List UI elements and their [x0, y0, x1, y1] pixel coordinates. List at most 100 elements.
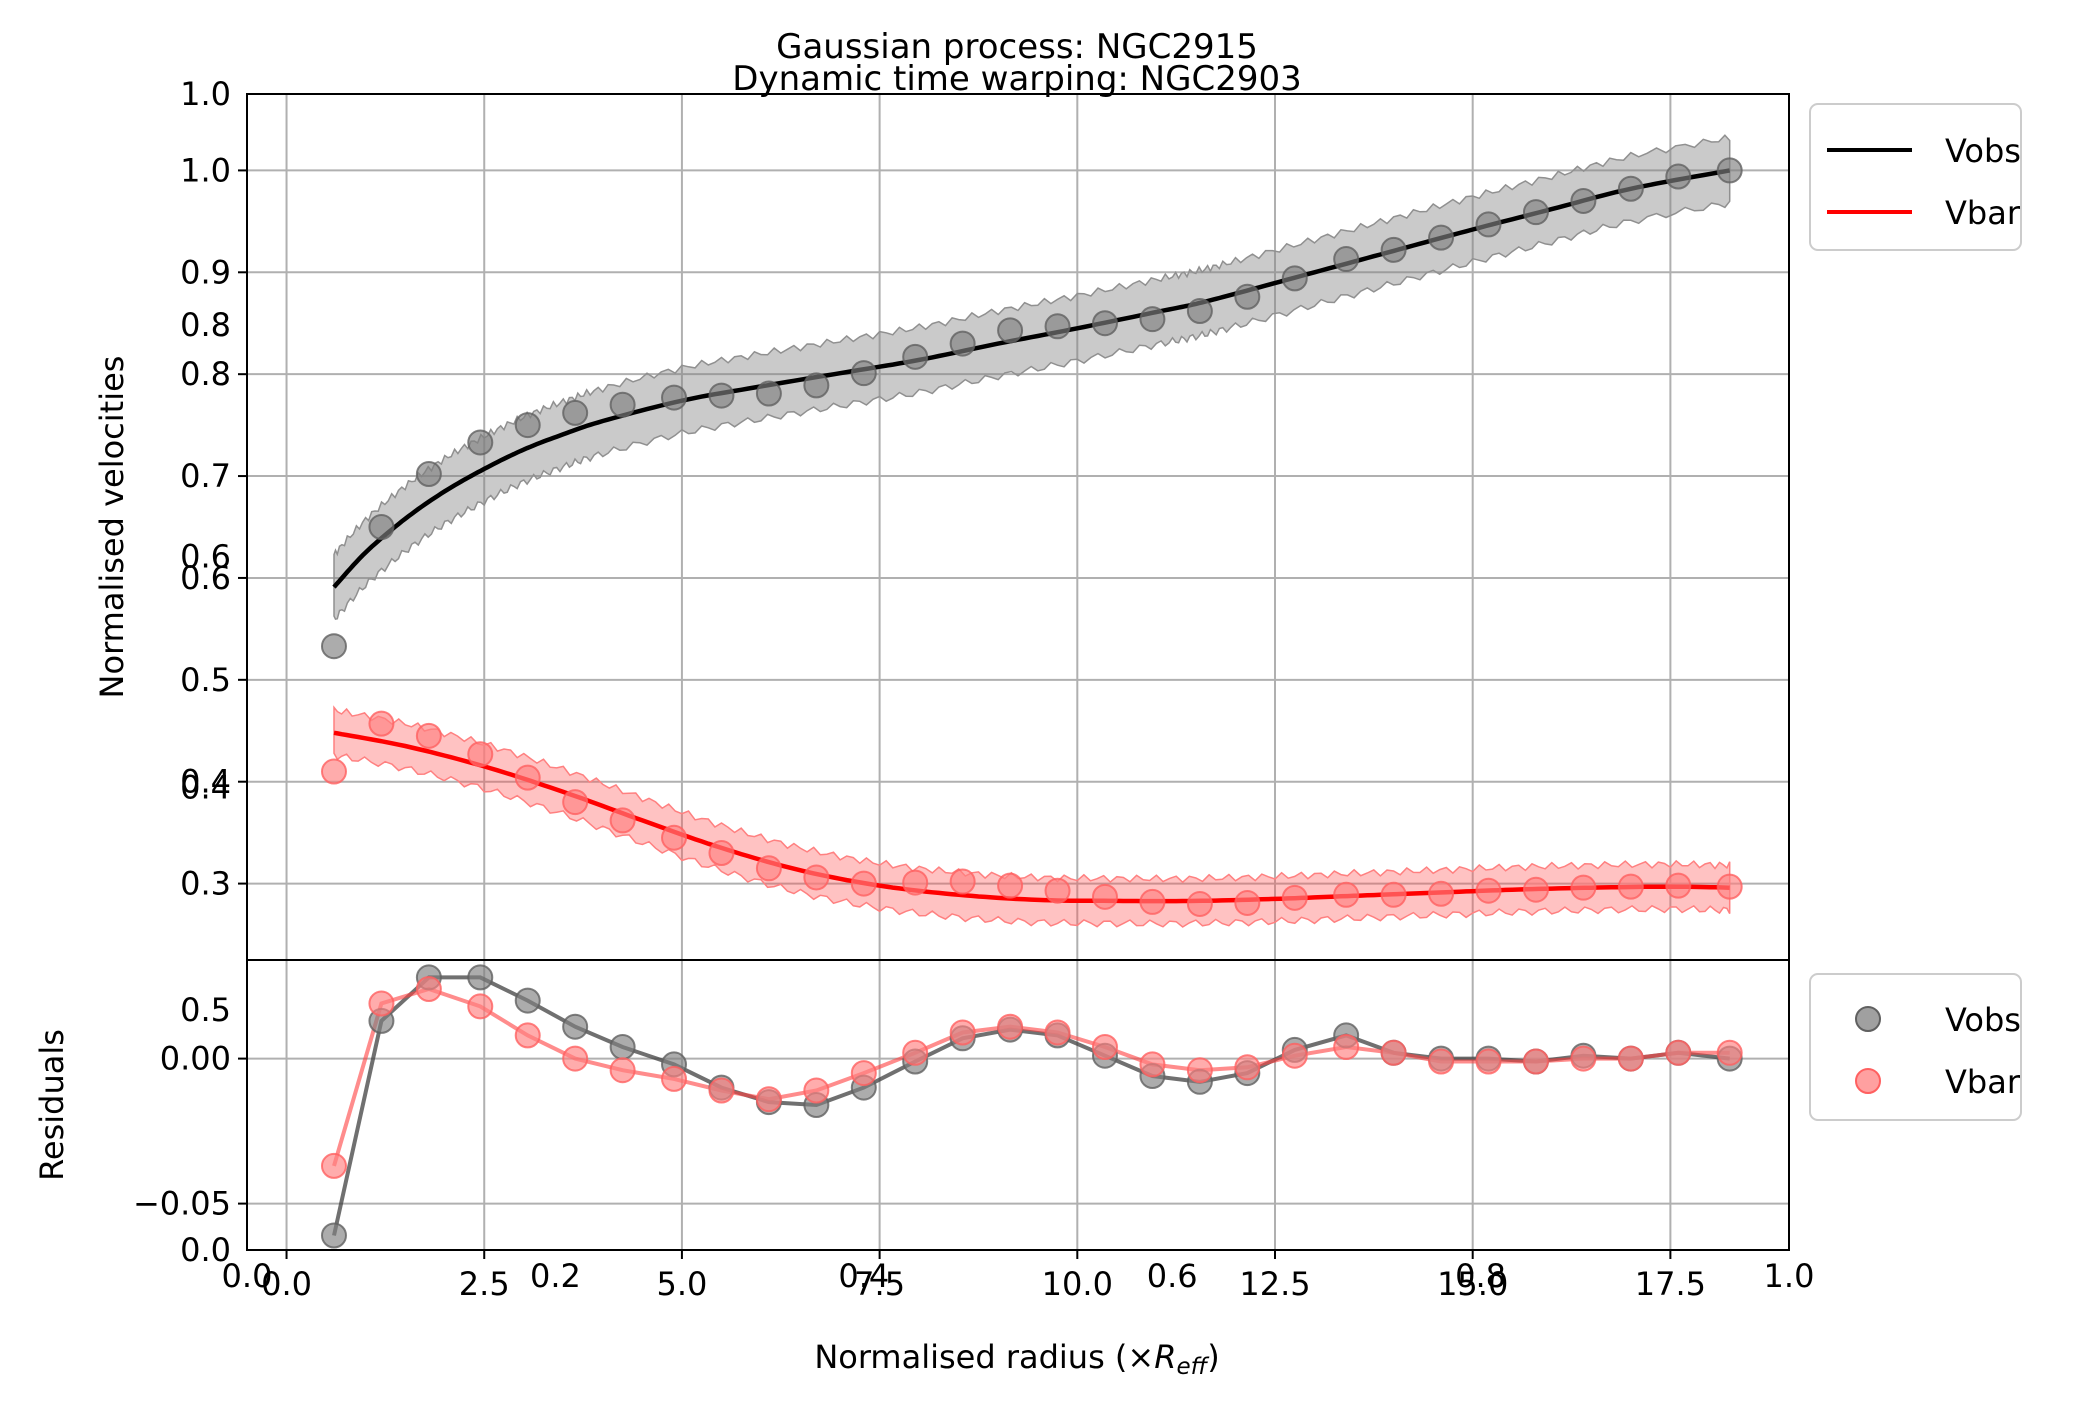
- ghost-top-y-tick-label-1: 0.6: [180, 537, 231, 575]
- vobs-residual-point-0: [320, 1222, 347, 1249]
- top-y-tick-label-7: 1.0: [180, 151, 231, 189]
- vobs-point-24: [1475, 211, 1502, 238]
- ghost-top-y-tick-label-3: 1.0: [180, 75, 231, 113]
- top-y-tick-label-2: 0.5: [180, 661, 231, 699]
- vbar-residual-point-3: [467, 993, 494, 1020]
- title-dtw: Dynamic time warping: NGC2903: [732, 59, 1301, 99]
- vbar-point-8: [708, 840, 735, 867]
- vbar-residual-point-16: [1091, 1034, 1118, 1060]
- vbar-residual-point-7: [661, 1065, 688, 1092]
- ghost-bottom-y-tick-label-0: 0.0: [180, 1231, 231, 1269]
- vobs-point-22: [1380, 236, 1407, 263]
- bottom-ghost-y-ticks: 0.0 0.5: [180, 991, 231, 1269]
- vbar-point-0: [320, 758, 347, 785]
- vbar-residual-point-20: [1281, 1042, 1308, 1069]
- x-axis-label-close: ): [1207, 1338, 1219, 1376]
- vbar-point-12: [902, 869, 929, 896]
- vbar-residual-point-23: [1428, 1048, 1455, 1075]
- vbar-residual-point-6: [609, 1057, 636, 1084]
- top-y-tick-label-5: 0.8: [180, 355, 231, 393]
- vbar-point-3: [467, 741, 494, 768]
- title-gaussian: Gaussian process: NGC2915: [776, 27, 1258, 67]
- top-grid: [247, 94, 1789, 960]
- top-y-tick-label-3: 0.6: [180, 559, 231, 597]
- vbar-point-22: [1380, 881, 1407, 908]
- bottom-y-ticks: −0.05 0.00: [133, 1040, 247, 1223]
- vobs-point-4: [514, 412, 541, 439]
- vbar-point-20: [1281, 884, 1308, 911]
- vbar-residual-point-0: [320, 1152, 347, 1179]
- vbar-point-24: [1475, 877, 1502, 904]
- ghost-x-tick-label-4: 0.8: [1455, 1257, 1506, 1295]
- legend-bottom-vbar-label: Vbar: [1945, 1063, 2021, 1101]
- vobs-residual-point-5: [562, 1013, 589, 1040]
- vbar-point-5: [562, 789, 589, 816]
- vbar-point-13: [949, 868, 976, 895]
- vbar-point-2: [415, 722, 442, 749]
- vbar-residual-point-26: [1570, 1045, 1597, 1072]
- vbar-point-23: [1428, 880, 1455, 907]
- y-axis-label-bottom: Residuals: [33, 1029, 71, 1181]
- ghost-x-tick-label-3: 0.6: [1147, 1257, 1198, 1295]
- vbar-residual-point-13: [949, 1019, 976, 1046]
- x-axis-label-text: Normalised radius (×: [814, 1338, 1154, 1376]
- x-tick-label-3: 7.5: [854, 1265, 905, 1303]
- ghost-x-tick-label-2: 0.4: [838, 1257, 889, 1295]
- vobs-point-17: [1139, 306, 1166, 333]
- legend-bottom-vobs-label: Vobs: [1945, 1001, 2021, 1039]
- legend-bottom-vobs-swatch: [1855, 1006, 1881, 1032]
- ghost-x-tick-label-0: 0.0: [222, 1257, 273, 1295]
- vbar-fit-line: [333, 730, 1730, 904]
- vbar-point-29: [1716, 873, 1743, 900]
- vbar-point-21: [1333, 881, 1360, 908]
- top-panel: 0.3 0.4 0.5 0.6 0.7 0.8 0.9 1.0 0.4 0.6 0.8 1.0: [180, 75, 1790, 961]
- vbar-point-10: [803, 864, 830, 891]
- vobs-point-28: [1665, 163, 1692, 190]
- x-axis-label-subscript: eff: [1176, 1354, 1209, 1380]
- ghost-top-y-tick-label-0: 0.4: [180, 769, 231, 807]
- vbar-point-14: [997, 872, 1024, 899]
- vbar-residual-point-5: [562, 1045, 589, 1072]
- vbar-residual-point-25: [1522, 1048, 1549, 1075]
- top-y-ticks: 0.3 0.4 0.5 0.6 0.7 0.8 0.9 1.0: [180, 151, 247, 903]
- bottom-axes-frame: [246, 959, 1790, 1251]
- top-y-tick-label-0: 0.3: [180, 865, 231, 903]
- vobs-point-18: [1186, 298, 1213, 325]
- vobs-point-3: [467, 429, 494, 456]
- vbar-residual-point-8: [708, 1077, 735, 1104]
- vobs-point-7: [661, 384, 688, 411]
- vbar-residual-point-22: [1380, 1039, 1407, 1066]
- vobs-point-20: [1281, 265, 1308, 292]
- vbar-residual-point-19: [1234, 1054, 1261, 1081]
- vobs-point-19: [1234, 283, 1261, 310]
- vbar-residual-point-24: [1475, 1048, 1502, 1075]
- vbar-point-16: [1091, 883, 1118, 910]
- vobs-point-29: [1716, 157, 1743, 184]
- vobs-point-1: [368, 514, 395, 540]
- vbar-point-11: [850, 870, 877, 897]
- vbar-residual-point-14: [997, 1013, 1024, 1040]
- vbar-point-6: [609, 807, 636, 834]
- vbar-residual-point-9: [755, 1086, 782, 1113]
- top-y-tick-label-1: 0.4: [180, 763, 231, 801]
- ghost-x-tick-label-5: 1.0: [1764, 1257, 1815, 1295]
- y-axis-label-top: Normalised velocities: [93, 356, 131, 699]
- legend-bottom: Vobs Vbar: [1809, 973, 2022, 1121]
- vbar-residual-point-1: [368, 990, 395, 1017]
- vbar-residual-point-17: [1139, 1051, 1166, 1078]
- vobs-point-5: [562, 399, 589, 426]
- ghost-bottom-y-tick-label-1: 0.5: [180, 991, 231, 1029]
- vbar-point-7: [661, 824, 688, 851]
- vbar-point-9: [755, 855, 782, 882]
- vbar-point-4: [514, 764, 541, 791]
- vbar-residual-point-11: [850, 1060, 877, 1087]
- top-points: [320, 157, 1743, 917]
- legend-top-vobs-label: Vobs: [1945, 132, 2021, 170]
- vbar-residual-point-18: [1186, 1057, 1213, 1084]
- vbar-point-26: [1570, 874, 1597, 901]
- x-tick-label-0: 0.0: [261, 1265, 312, 1303]
- top-y-tick-label-4: 0.7: [180, 457, 231, 495]
- vobs-point-0: [320, 633, 347, 660]
- vobs-point-11: [850, 360, 877, 387]
